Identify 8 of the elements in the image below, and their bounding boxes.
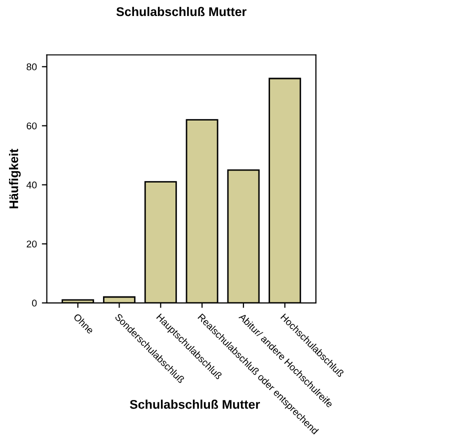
y-tick-label: 60: [26, 122, 37, 130]
y-axis-title: Häufigkeit: [9, 148, 21, 208]
x-axis-title: Schulabschluß Mutter: [130, 400, 260, 409]
y-tick-label: 80: [26, 63, 37, 70]
y-tick-label: 0: [32, 300, 37, 307]
y-tick-label: 40: [26, 182, 37, 188]
chart-title: Schulabschluß Mutter: [116, 6, 246, 16]
y-tick-label: 20: [26, 240, 37, 248]
